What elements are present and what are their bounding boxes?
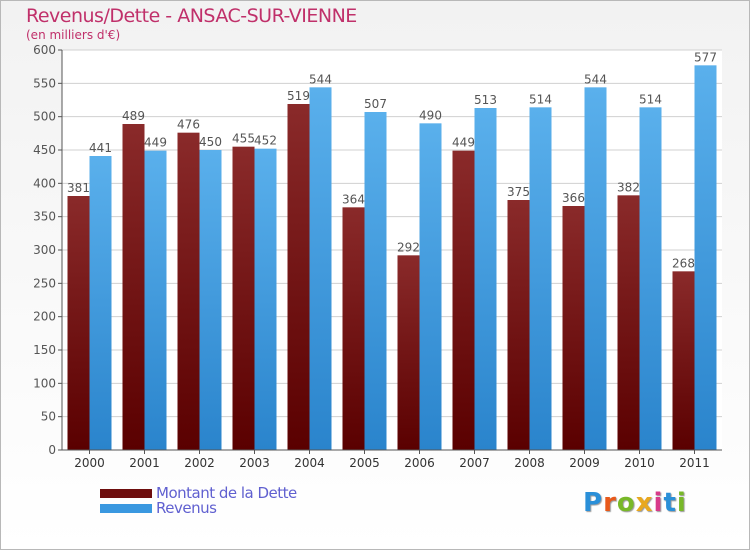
data-label-debt: 449 [452,136,475,150]
logo-letter: o [616,488,636,518]
bar-debt [67,196,90,450]
data-label-debt: 382 [617,180,640,194]
bar-revenue [474,108,497,450]
chart-subtitle: (en milliers d'€) [26,28,121,42]
data-label-debt: 268 [672,256,695,270]
proxiti-logo: Proxiti [583,488,687,518]
bar-debt [287,104,310,450]
y-tick-label: 450 [33,143,56,157]
y-tick-label: 250 [33,276,56,290]
y-tick-label: 300 [33,243,56,257]
legend-swatch-revenue [100,504,152,513]
bar-revenue [144,150,167,450]
x-tick-label: 2010 [624,456,655,470]
data-label-revenue: 544 [309,72,332,86]
data-label-revenue: 449 [144,136,167,150]
bar-revenue [584,87,607,450]
logo-letter: P [583,488,604,518]
legend-label-revenue: Revenus [156,499,217,517]
data-label-debt: 375 [507,185,530,199]
x-tick-label: 2006 [404,456,435,470]
data-label-revenue: 544 [584,72,607,86]
x-tick-label: 2004 [294,456,325,470]
data-label-debt: 489 [122,109,145,123]
data-label-revenue: 507 [364,97,387,111]
bar-debt [177,132,200,450]
bar-revenue [694,65,717,450]
bar-debt [232,146,255,450]
data-label-revenue: 514 [639,92,662,106]
data-label-revenue: 513 [474,93,497,107]
x-tick-label: 2002 [184,456,215,470]
data-label-debt: 519 [287,89,310,103]
data-label-debt: 364 [342,192,365,206]
bar-debt [562,206,585,450]
y-tick-label: 100 [33,376,56,390]
data-label-revenue: 450 [199,135,222,149]
data-label-debt: 476 [177,118,200,132]
bar-debt [507,200,530,450]
data-label-revenue: 514 [529,92,552,106]
bar-revenue [639,107,662,450]
bar-debt [397,255,420,450]
data-label-revenue: 577 [694,50,717,64]
bar-revenue [254,148,277,450]
logo-letter: i [676,488,687,518]
x-tick-label: 2008 [514,456,545,470]
x-tick-label: 2007 [459,456,490,470]
bar-debt [672,271,695,450]
y-tick-label: 200 [33,310,56,324]
bar-revenue [364,112,387,450]
logo-letter: i [653,488,664,518]
x-tick-label: 2001 [129,456,160,470]
x-tick-label: 2003 [239,456,270,470]
logo-letter: r [603,488,617,518]
data-label-debt: 292 [397,240,420,254]
x-tick-label: 2000 [74,456,105,470]
y-tick-label: 0 [48,443,56,457]
data-label-revenue: 490 [419,108,442,122]
bar-revenue [529,107,552,450]
y-tick-label: 550 [33,76,56,90]
data-label-debt: 381 [67,181,90,195]
y-tick-label: 350 [33,210,56,224]
x-tick-label: 2011 [679,456,710,470]
data-label-revenue: 452 [254,134,277,148]
logo-letter: x [635,488,654,518]
legend-label-debt: Montant de la Dette [156,484,297,502]
bar-debt [452,150,475,450]
y-tick-label: 150 [33,343,56,357]
y-tick-label: 400 [33,176,56,190]
legend-swatch-debt [100,489,152,498]
x-tick-label: 2005 [349,456,380,470]
y-tick-label: 600 [33,43,56,57]
bar-revenue [309,87,332,450]
data-label-debt: 366 [562,191,585,205]
bar-revenue [419,123,442,450]
bar-debt [342,207,365,450]
y-tick-label: 50 [41,410,56,424]
y-tick-label: 500 [33,110,56,124]
bar-debt [122,124,145,450]
data-label-revenue: 441 [89,141,112,155]
bar-revenue [89,156,112,450]
logo-letter: t [663,488,677,518]
bar-revenue [199,150,222,450]
chart-title: Revenus/Dette - ANSAC-SUR-VIENNE [26,5,357,27]
x-tick-label: 2009 [569,456,600,470]
bar-debt [617,195,640,450]
data-label-debt: 455 [232,132,255,146]
